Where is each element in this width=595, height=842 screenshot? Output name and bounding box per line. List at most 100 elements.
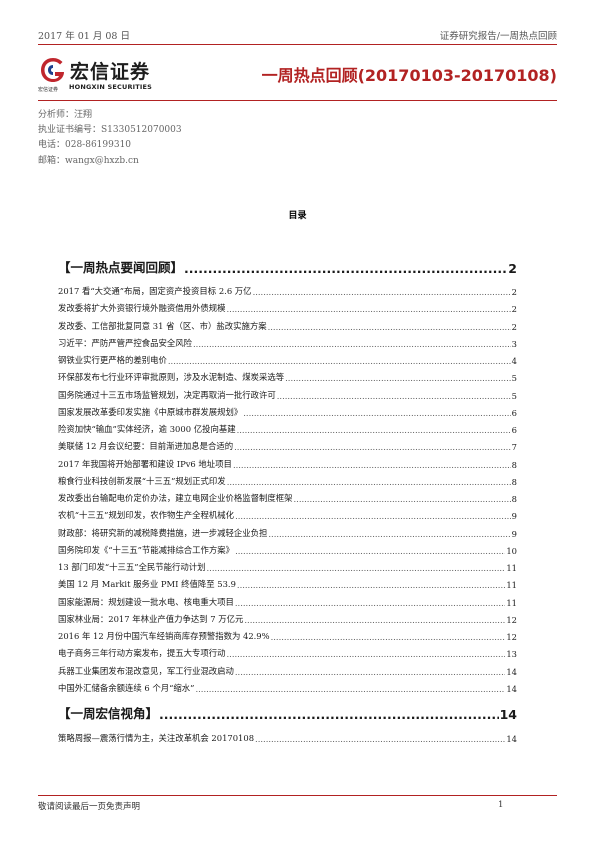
toc-entry[interactable]: 钢铁业实行更严格的差别电价 4 xyxy=(58,354,517,366)
toc-entry-title: 发改委将扩大外资银行境外融资借用外债规模 xyxy=(58,303,226,314)
toc-entry-page: 2 xyxy=(511,304,517,315)
toc-entry[interactable]: 农机“十三五”规划印发，农作物生产全程机械化 9 xyxy=(58,509,517,521)
toc-entry[interactable]: 发改委出台输配电价定价办法，建立电网企业价格监督制度框架 8 xyxy=(58,492,517,504)
toc-entry[interactable]: 13 部门印发“十三五”全民节能行动计划 11 xyxy=(58,561,517,573)
report-title: 一周热点回顾(20170103-20170108) xyxy=(261,66,557,85)
toc-leader-dots xyxy=(235,598,505,608)
toc-leader-dots xyxy=(237,425,511,435)
toc-entry-page: 5 xyxy=(511,373,517,384)
toc-entry-page: 2 xyxy=(511,287,517,297)
company-logo: 宏信证券 宏信证券 HONGXIN SECURITIES xyxy=(38,55,166,95)
toc-entry-page: 9 xyxy=(511,511,517,522)
toc-entry[interactable]: 中国外汇储备余额连续 6 个月“缩水” 14 xyxy=(58,682,517,694)
toc-entry-title: 财政部：将研究新的减税降费措施，进一步减轻企业负担 xyxy=(58,527,268,538)
toc-entry[interactable]: 策略周报—震荡行情为主，关注改革机会 20170108 14 xyxy=(58,732,517,744)
toc-entry-title: 兵器工业集团发布混改意见，军工行业混改启动 xyxy=(58,665,234,676)
toc-leader-dots xyxy=(207,563,506,573)
toc-entry[interactable]: 国家发展改革委印发实施《中原城市群发展规划》 6 xyxy=(58,406,517,418)
toc-entry[interactable]: 国家林业局：2017 年林业产值力争达到 7 万亿元 12 xyxy=(58,613,517,625)
toc-leader-dots xyxy=(168,356,511,366)
toc-entry[interactable]: 2016 年 12 月份中国汽车经销商库存预警指数为 42.9% 12 xyxy=(58,630,517,642)
analyst-license: 执业证书编号：S1330512070003 xyxy=(38,125,182,136)
toc-entry-title: 险资加快“输血”实体经济，逾 3000 亿投向基建 xyxy=(58,424,236,434)
toc-entry-page: 11 xyxy=(506,563,517,573)
toc-entry-title: 习近平：严防严管严控食品安全风险 xyxy=(58,337,192,348)
toc-leader-dots xyxy=(227,649,506,659)
footer-rule xyxy=(38,795,557,796)
toc-entry[interactable]: 兵器工业集团发布混改意见，军工行业混改启动 14 xyxy=(58,665,517,677)
header-rule xyxy=(38,44,557,45)
toc-entry-title: 2017 年我国将开始部署和建设 IPv6 地址项目 xyxy=(58,458,232,469)
toc-entry-title: 国务院印发《“十三五”节能减排综合工作方案》 xyxy=(58,544,235,555)
toc-section-page: 2 xyxy=(508,261,517,276)
toc-entry-title: 环保部发布七行业环评审批原则，涉及水泥制造、煤炭采选等 xyxy=(58,372,285,383)
toc-leader-dots xyxy=(294,494,511,504)
toc-entry-title: 2017 看“大交通”布局，固定资产投资目标 2.6 万亿 xyxy=(58,286,252,296)
toc-leader-dots xyxy=(255,734,505,744)
toc-section-1[interactable]: 【一周宏信视角】 14 xyxy=(58,704,517,722)
toc-entry[interactable]: 美联储 12 月会议纪要：目前渐进加息是合适的 7 xyxy=(58,440,517,452)
toc-heading: 目录 xyxy=(288,211,307,221)
toc-leader-dots xyxy=(159,707,499,722)
toc-entry[interactable]: 电子商务三年行动方案发布，提五大专项行动 13 xyxy=(58,647,517,659)
toc-entry-title: 电子商务三年行动方案发布，提五大专项行动 xyxy=(58,648,226,659)
toc-leader-dots xyxy=(193,339,511,349)
toc-entry-page: 3 xyxy=(511,338,517,349)
toc-entry-title: 国务院通过十三五市场监管规划，决定再取消一批行政许可 xyxy=(58,389,276,400)
disclaimer-note: 敬请阅读最后一页免责声明 xyxy=(38,802,141,812)
toc-entry[interactable]: 发改委、工信部批复同意 31 省（区、市）盐改实施方案 2 xyxy=(58,320,517,332)
toc-entry[interactable]: 财政部：将研究新的减税降费措施，进一步减轻企业负担 9 xyxy=(58,527,517,539)
title-rule xyxy=(38,100,557,101)
page-number: 1 xyxy=(498,800,504,810)
toc-leader-dots xyxy=(235,511,511,521)
toc-entry[interactable]: 险资加快“输血”实体经济，逾 3000 亿投向基建 6 xyxy=(58,423,517,435)
toc-entry[interactable]: 环保部发布七行业环评审批原则，涉及水泥制造、煤炭采选等 5 xyxy=(58,371,517,383)
toc-entry-page: 7 xyxy=(511,442,517,453)
toc-entry-page: 8 xyxy=(511,459,517,470)
brand-name-cn-small: 宏信证券 xyxy=(38,87,59,93)
toc-entry[interactable]: 美国 12 月 Markit 服务业 PMI 终值降至 53.9 11 xyxy=(58,578,517,590)
toc-leader-dots xyxy=(184,261,507,276)
toc-entry[interactable]: 国务院通过十三五市场监管规划，决定再取消一批行政许可 5 xyxy=(58,389,517,401)
toc-entry[interactable]: 2017 看“大交通”布局，固定资产投资目标 2.6 万亿 2 xyxy=(58,285,517,297)
toc-section-page: 14 xyxy=(499,707,517,722)
analyst-phone: 电话：028-86199310 xyxy=(38,140,132,151)
toc-entry-page: 14 xyxy=(506,734,517,744)
toc-entry-page: 12 xyxy=(506,632,517,642)
toc-entry-title: 发改委、工信部批复同意 31 省（区、市）盐改实施方案 xyxy=(58,320,267,331)
toc-leader-dots xyxy=(195,684,505,694)
analyst-info: 分析师：汪翔 执业证书编号：S1330512070003 电话：028-8619… xyxy=(38,108,182,169)
toc-leader-dots xyxy=(227,304,511,314)
page-header: 2017 年 01 月 08 日 证券研究报告/一周热点回顾 xyxy=(38,28,557,44)
toc-leader-dots xyxy=(285,373,511,383)
toc-entry-page: 5 xyxy=(511,390,517,401)
toc-leader-dots xyxy=(268,529,510,539)
toc-entry[interactable]: 习近平：严防严管严控食品安全风险 3 xyxy=(58,337,517,349)
toc-entry[interactable]: 粮食行业科技创新发展“十三五”规划正式印发 8 xyxy=(58,475,517,487)
toc-section-0[interactable]: 【一周热点要闻回顾】 2 xyxy=(58,258,517,276)
analyst-email[interactable]: 邮箱：wangx@hxzb.cn xyxy=(38,155,139,166)
toc-leader-dots xyxy=(244,615,505,625)
toc-entry-page: 4 xyxy=(511,356,517,366)
toc-entry-page: 14 xyxy=(506,683,517,694)
toc-entry[interactable]: 国务院印发《“十三五”节能减排综合工作方案》 10 xyxy=(58,544,517,556)
toc-entry[interactable]: 2017 年我国将开始部署和建设 IPv6 地址项目 8 xyxy=(58,458,517,470)
toc-entry-title: 中国外汇储备余额连续 6 个月“缩水” xyxy=(58,682,195,693)
toc-entry-page: 10 xyxy=(506,545,517,556)
toc-leader-dots xyxy=(271,632,506,642)
toc-section-title: 【一周宏信视角】 xyxy=(58,706,159,721)
toc-leader-dots xyxy=(234,442,511,452)
report-category: 证券研究报告/一周热点回顾 xyxy=(439,31,557,42)
toc-leader-dots xyxy=(243,408,510,418)
toc-entry-title: 发改委出台输配电价定价办法，建立电网企业价格监督制度框架 xyxy=(58,493,293,503)
toc-entry-page: 6 xyxy=(511,425,517,435)
analyst-name: 分析师：汪翔 xyxy=(38,110,93,120)
toc-entry-page: 13 xyxy=(506,649,517,660)
toc-entry[interactable]: 国家能源局：规划建设一批水电、核电重大项目 11 xyxy=(58,596,517,608)
toc-entry-page: 8 xyxy=(511,494,517,504)
toc-entry-title: 农机“十三五”规划印发，农作物生产全程机械化 xyxy=(58,510,235,521)
toc-entry-page: 11 xyxy=(506,580,517,591)
toc-entry[interactable]: 发改委将扩大外资银行境外融资借用外债规模 2 xyxy=(58,302,517,314)
toc-leader-dots xyxy=(237,580,505,590)
toc-entry-page: 6 xyxy=(511,407,517,418)
